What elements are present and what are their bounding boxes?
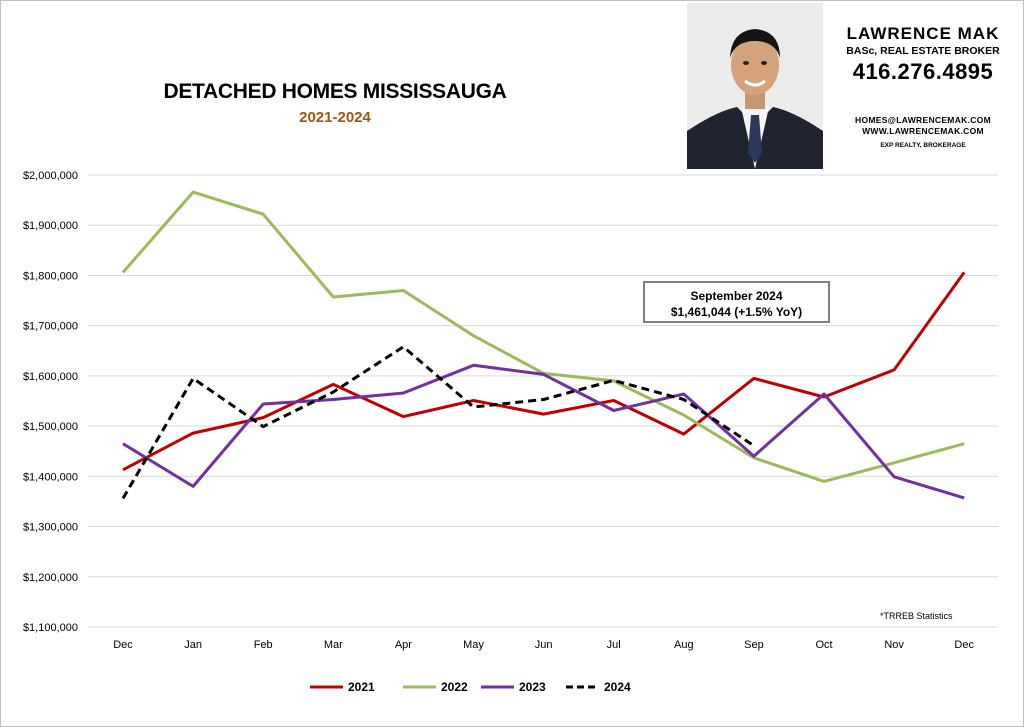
callout-line-2: $1,461,044 (+1.5% YoY) [670, 305, 803, 319]
chart-title: DETACHED HOMES MISSISSAUGA [163, 80, 507, 103]
callout-line-1: September 2024 [690, 289, 783, 303]
agent-email: HOMES@LAWRENCEMAK.COM [855, 115, 991, 125]
september-callout: September 2024 $1,461,044 (+1.5% YoY) [643, 281, 830, 323]
y-tick-label: $1,300,000 [23, 522, 78, 534]
agent-credentials: BASc, REAL ESTATE BROKER [846, 45, 1000, 57]
x-tick-label: Dec [954, 639, 974, 651]
y-tick-label: $1,700,000 [23, 321, 78, 333]
x-tick-label: Jan [184, 639, 202, 651]
x-tick-label: Feb [254, 639, 273, 651]
series-line-2021 [122, 271, 966, 472]
y-tick-label: $1,900,000 [23, 220, 78, 232]
x-tick-label: Dec [113, 639, 133, 651]
y-tick-label: $1,800,000 [23, 270, 78, 282]
y-tick-label: $2,000,000 [23, 170, 78, 182]
x-tick-label: May [463, 639, 484, 651]
legend-label-2022: 2022 [441, 680, 468, 694]
x-tick-label: Sep [744, 639, 764, 651]
series-line-2022 [121, 190, 965, 483]
y-tick-label: $1,600,000 [23, 371, 78, 383]
x-tick-label: Apr [395, 639, 412, 651]
x-tick-label: Aug [674, 639, 694, 651]
agent-phone: 416.276.4895 [852, 59, 994, 84]
x-tick-label: Jul [607, 639, 621, 651]
agent-name: LAWRENCE MAK [846, 24, 1000, 43]
y-tick-label: $1,500,000 [23, 421, 78, 433]
series-line-2024 [121, 345, 755, 500]
x-tick-label: Nov [884, 639, 904, 651]
legend-label-2024: 2024 [604, 680, 631, 694]
y-tick-label: $1,200,000 [23, 572, 78, 584]
y-tick-label: $1,100,000 [23, 622, 78, 634]
chart-subtitle: 2021-2024 [299, 109, 371, 126]
series-line-2023 [122, 363, 965, 500]
x-tick-label: Oct [815, 639, 832, 651]
agent-photo [687, 3, 823, 169]
agent-brokerage: EXP REALTY, BROKERAGE [880, 142, 966, 149]
legend-label-2021: 2021 [348, 680, 375, 694]
y-tick-label: $1,400,000 [23, 471, 78, 483]
contact-block: LAWRENCE MAK BASc, REAL ESTATE BROKER 41… [828, 24, 1018, 149]
x-tick-label: Mar [324, 639, 343, 651]
agent-website: WWW.LAWRENCEMAK.COM [862, 126, 984, 136]
legend-label-2023: 2023 [519, 680, 546, 694]
x-tick-label: Jun [535, 639, 553, 651]
source-note: *TRREB Statistics [880, 611, 953, 621]
